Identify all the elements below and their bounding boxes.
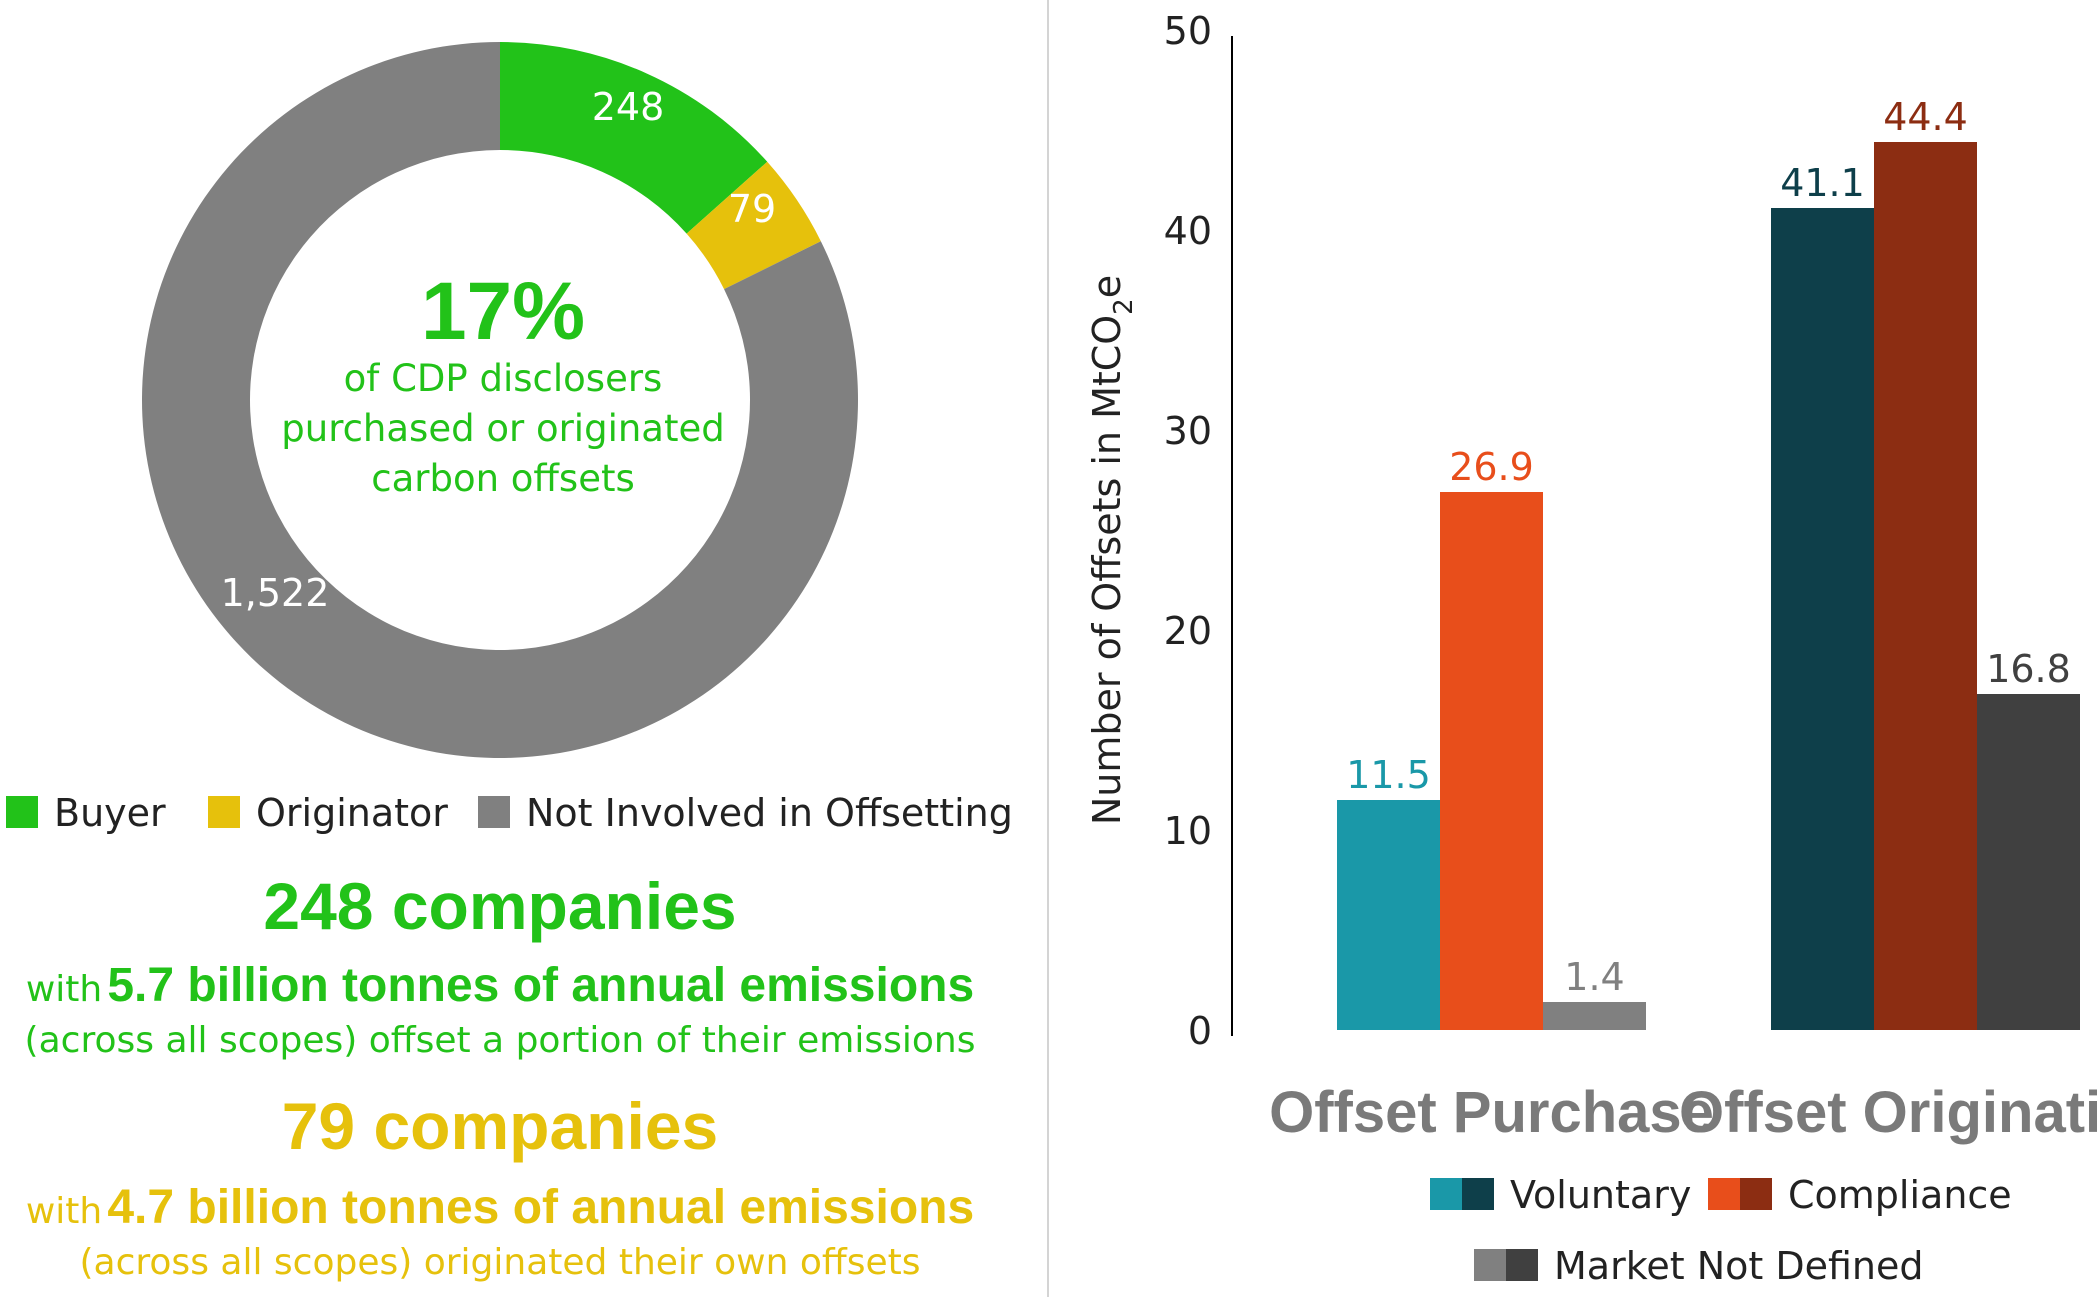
originator-note: (across all scopes) originated their own…	[79, 1242, 921, 1283]
value-label-origination-compliance: 44.4	[1883, 95, 1968, 139]
legend-label-buyer: Buyer	[54, 791, 166, 835]
y-axis-title: Number of Offsets in MtCO2e	[1085, 275, 1139, 825]
originator-with: with	[25, 1191, 103, 1232]
legend-swatch-market-not-defined-dark	[1506, 1249, 1538, 1281]
y-tick-label: 0	[1188, 1009, 1212, 1053]
y-tick-label: 20	[1164, 609, 1212, 653]
category-label-purchase: Offset Purchase	[1269, 1080, 1714, 1145]
buyer-note: (across all scopes) offset a portion of …	[24, 1020, 976, 1061]
donut-label-not-involved: 1,522	[221, 571, 330, 615]
legend-swatch-not-involved	[478, 796, 510, 828]
y-tick-label: 10	[1164, 809, 1212, 853]
donut-center-line-3: carbon offsets	[371, 457, 635, 500]
legend-label-not-involved: Not Involved in Offsetting	[526, 791, 1013, 835]
legend-label-compliance: Compliance	[1788, 1173, 2012, 1217]
value-label-purchase-compliance: 26.9	[1449, 445, 1534, 489]
originator-headline: 79 companies	[281, 1089, 719, 1163]
bar-origination-voluntary	[1771, 208, 1874, 1030]
legend-swatch-compliance	[1708, 1178, 1740, 1210]
bar-origination-market-not-defined	[1977, 694, 2080, 1030]
donut-slice-buyer	[500, 42, 768, 234]
legend-swatch-voluntary	[1430, 1178, 1462, 1210]
legend-swatch-buyer	[6, 796, 38, 828]
legend-swatch-compliance-dark	[1740, 1178, 1772, 1210]
value-label-origination-voluntary: 41.1	[1780, 161, 1865, 205]
category-label-origination: Offset Origination	[1679, 1080, 2100, 1145]
bar-origination-compliance	[1874, 142, 1977, 1030]
donut-slice-not-involved	[141, 42, 858, 758]
legend-label-market-not-defined: Market Not Defined	[1554, 1244, 1924, 1288]
bar-chart: 0 10 20 30 40 50 Number of Offsets in MtCO2e 11…	[1085, 9, 2100, 1145]
buyer-headline: 248 companies	[263, 869, 737, 943]
legend-swatch-originator	[208, 796, 240, 828]
buyer-with: with	[25, 969, 103, 1010]
legend-swatch-market-not-defined	[1474, 1249, 1506, 1281]
donut-slice-originator	[686, 161, 821, 290]
panel-divider	[1047, 0, 1049, 1297]
buyer-emissions-line: with 5.7 billion tonnes of annual emissi…	[26, 958, 974, 1013]
legend-label-originator: Originator	[256, 791, 448, 835]
bar-purchase-voluntary	[1337, 800, 1440, 1030]
donut-center-line-1: of CDP disclosers	[343, 357, 663, 400]
value-label-origination-market-not-defined: 16.8	[1986, 647, 2071, 691]
value-label-purchase-voluntary: 11.5	[1346, 753, 1431, 797]
donut-chart: 248 79 1,522	[141, 42, 858, 758]
originator-emissions-line: with 4.7 billion tonnes of annual emissi…	[26, 1180, 974, 1235]
donut-center-percent: 17%	[420, 266, 586, 357]
y-tick-label: 30	[1164, 409, 1212, 453]
bar-purchase-market-not-defined	[1543, 1002, 1646, 1030]
bar-purchase-compliance	[1440, 492, 1543, 1030]
legend-swatch-voluntary-dark	[1462, 1178, 1494, 1210]
buyer-emissions: 5.7 billion tonnes of annual emissions	[107, 959, 975, 1012]
donut-center-line-2: purchased or originated	[281, 407, 725, 450]
legend-label-voluntary: Voluntary	[1510, 1173, 1692, 1217]
donut-label-originator: 79	[728, 187, 776, 231]
y-tick-label: 40	[1164, 209, 1212, 253]
originator-emissions: 4.7 billion tonnes of annual emissions	[107, 1181, 975, 1234]
y-tick-label: 50	[1164, 9, 1212, 53]
value-label-purchase-market-not-defined: 1.4	[1564, 955, 1624, 999]
donut-label-buyer: 248	[592, 85, 665, 129]
